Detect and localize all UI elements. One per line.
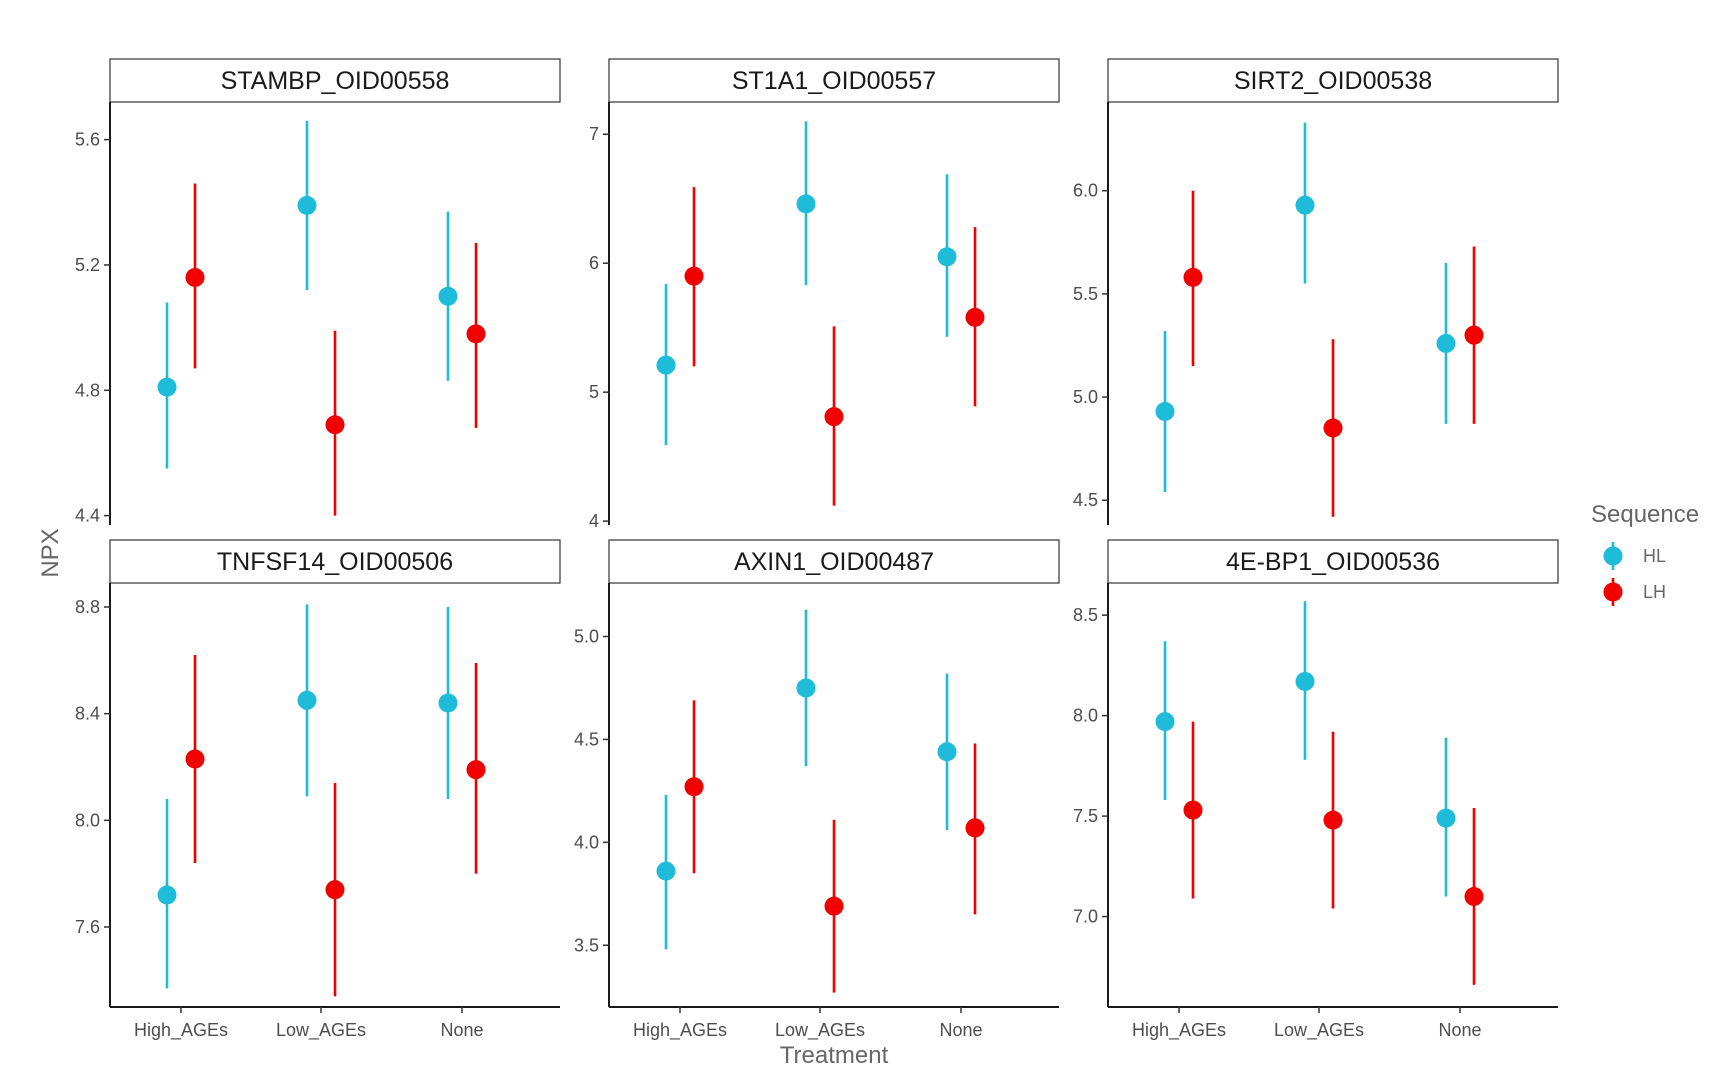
- legend-label-lh: LH: [1643, 582, 1666, 602]
- panel-st1a1-oid00557: ST1A1_OID00557 4 5 6 7: [589, 58, 1060, 531]
- panel-stambp-oid00558: STAMBP_OID00558 4.4 4.8 5.2 5.6: [75, 58, 561, 526]
- y-tick-label: 4.4: [75, 506, 100, 526]
- strip-title: ST1A1_OID00557: [732, 67, 936, 95]
- strip-box: [1107, 539, 1559, 584]
- legend-label-hl: HL: [1643, 546, 1666, 566]
- point-lh-low-ages: [1323, 418, 1343, 438]
- point-lh-low-ages: [325, 880, 345, 900]
- y-tick-label: 5.0: [574, 627, 599, 647]
- point-lh-high-ages: [185, 749, 205, 769]
- panel-4e-bp1-oid00536: 4E-BP1_OID00536 7.0 7.5 8.0 8.5 High_AGEs Low_…: [1073, 539, 1559, 1041]
- point-lh-none: [466, 324, 486, 344]
- y-tick-label: 4.8: [75, 380, 100, 400]
- y-tick-label: 4.5: [1073, 490, 1098, 510]
- legend-title: Sequence: [1591, 501, 1699, 528]
- point-hl-none: [1436, 333, 1456, 353]
- point-hl-none: [937, 742, 957, 762]
- point-lh-high-ages: [185, 267, 205, 287]
- point-hl-high-ages: [656, 355, 676, 375]
- y-tick-label: 8.0: [1073, 706, 1098, 726]
- strip-title: TNFSF14_OID00506: [217, 548, 453, 576]
- point-hl-high-ages: [1155, 712, 1175, 732]
- x-tick-label: Low_AGEs: [276, 1020, 366, 1041]
- point-hl-none: [1436, 808, 1456, 828]
- point-hl-high-ages: [157, 377, 177, 397]
- y-tick-label: 8.8: [75, 597, 100, 617]
- point-hl-none: [438, 693, 458, 713]
- point-lh-low-ages: [1323, 810, 1343, 830]
- point-lh-none: [1464, 886, 1484, 906]
- x-tick-label: None: [1438, 1020, 1481, 1040]
- y-tick-label: 5.5: [1073, 284, 1098, 304]
- point-hl-low-ages: [297, 690, 317, 710]
- x-tick-label: None: [939, 1020, 982, 1040]
- x-tick-label: High_AGEs: [633, 1020, 727, 1041]
- point-lh-high-ages: [1183, 800, 1203, 820]
- point-lh-low-ages: [325, 415, 345, 435]
- panel-tnfsf14-oid00506: TNFSF14_OID00506 7.6 8.0 8.4 8.8 High_AGEs Low…: [75, 539, 561, 1041]
- y-tick-label: 8.5: [1073, 605, 1098, 625]
- strip-box: [608, 58, 1060, 103]
- y-tick-label: 8.4: [75, 704, 100, 724]
- y-tick-label: 7.6: [75, 917, 100, 937]
- point-lh-none: [1464, 325, 1484, 345]
- y-tick-label: 4.0: [574, 832, 599, 852]
- y-tick-label: 8.0: [75, 810, 100, 830]
- x-tick-label: None: [440, 1020, 483, 1040]
- point-hl-none: [937, 247, 957, 267]
- strip-box: [608, 539, 1060, 584]
- y-tick-label: 7: [589, 124, 599, 144]
- point-lh-low-ages: [824, 407, 844, 427]
- strip-box: [109, 539, 561, 584]
- strip-title: AXIN1_OID00487: [734, 548, 934, 576]
- point-hl-low-ages: [1295, 195, 1315, 215]
- y-tick-label: 5.2: [75, 255, 100, 275]
- point-hl-low-ages: [796, 194, 816, 214]
- point-hl-high-ages: [656, 861, 676, 881]
- point-hl-low-ages: [796, 678, 816, 698]
- y-tick-label: 7.5: [1073, 806, 1098, 826]
- y-tick-label: 6.0: [1073, 181, 1098, 201]
- point-hl-low-ages: [1295, 671, 1315, 691]
- y-tick-label: 3.5: [574, 935, 599, 955]
- y-axis-title: NPX: [37, 528, 64, 577]
- point-hl-low-ages: [297, 195, 317, 215]
- x-axis-title: Treatment: [780, 1042, 889, 1069]
- panel-axin1-oid00487: AXIN1_OID00487 3.5 4.0 4.5 5.0 High_AGEs Low_A…: [574, 539, 1060, 1041]
- point-lh-high-ages: [1183, 267, 1203, 287]
- point-hl-high-ages: [1155, 402, 1175, 422]
- point-lh-none: [965, 818, 985, 838]
- point-lh-high-ages: [684, 777, 704, 797]
- legend-key-point-lh: [1603, 582, 1623, 602]
- point-hl-high-ages: [157, 885, 177, 905]
- y-tick-label: 5: [589, 382, 599, 402]
- point-lh-none: [466, 760, 486, 780]
- x-tick-label: Low_AGEs: [1274, 1020, 1364, 1041]
- y-tick-label: 6: [589, 253, 599, 273]
- legend: Sequence HL LH: [1591, 501, 1699, 606]
- strip-box: [1107, 58, 1559, 103]
- strip-title: 4E-BP1_OID00536: [1226, 548, 1440, 576]
- strip-title: SIRT2_OID00538: [1234, 67, 1432, 95]
- point-hl-none: [438, 286, 458, 306]
- y-tick-label: 4.5: [574, 729, 599, 749]
- y-tick-label: 4: [589, 511, 599, 531]
- point-lh-high-ages: [684, 266, 704, 286]
- y-tick-label: 7.0: [1073, 907, 1098, 927]
- y-tick-label: 5.6: [75, 130, 100, 150]
- x-tick-label: High_AGEs: [1132, 1020, 1226, 1041]
- facet-panels: STAMBP_OID00558 4.4 4.8 5.2 5.6 ST1A1_OID0055…: [75, 58, 1559, 1041]
- strip-title: STAMBP_OID00558: [221, 67, 450, 95]
- point-lh-low-ages: [824, 896, 844, 916]
- legend-key-point-hl: [1603, 546, 1623, 566]
- point-lh-none: [965, 307, 985, 327]
- x-tick-label: High_AGEs: [134, 1020, 228, 1041]
- y-tick-label: 5.0: [1073, 387, 1098, 407]
- panel-sirt2-oid00538: SIRT2_OID00538 4.5 5.0 5.5 6.0: [1073, 58, 1559, 525]
- strip-box: [109, 58, 561, 103]
- x-tick-label: Low_AGEs: [775, 1020, 865, 1041]
